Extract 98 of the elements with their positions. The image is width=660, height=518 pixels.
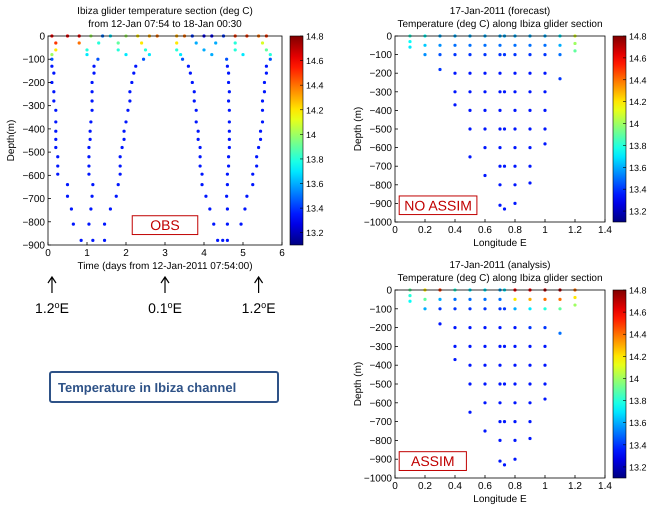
y-tick-label: −1000 (364, 474, 392, 484)
chart-subtitle: Temperature (deg C) along Ibiza glider section (397, 19, 603, 30)
y-tick-label: −900 (369, 454, 392, 466)
y-axis-title: Depth(m) (6, 120, 17, 162)
color-bar-label: 13.2 (629, 206, 647, 217)
y-tick-label: −100 (369, 50, 392, 62)
y-tick-label: 0 (39, 32, 46, 42)
color-bar-label: 14.2 (629, 352, 647, 362)
color-bar-label: 14.2 (306, 105, 324, 116)
color-bar-label: 14.4 (629, 75, 647, 86)
chart-title: Ibiza glider temperature section (deg C) (77, 6, 253, 17)
y-tick-label: −900 (22, 240, 46, 252)
color-bar-label: 13.8 (306, 154, 324, 164)
y-axis-title: Depth (m) (353, 362, 364, 406)
color-bar-label: 13.2 (306, 228, 324, 238)
x-tick-label: 5 (240, 248, 246, 259)
y-tick-label: −300 (369, 87, 392, 98)
x-tick-label: 3 (162, 248, 168, 259)
annotation: NO ASSIM (404, 197, 472, 214)
text: Temperature in Ibiza channel (58, 380, 236, 395)
y-tick-label: −300 (22, 101, 46, 112)
chart-subtitle: Temperature (deg C) along Ibiza glider section (397, 273, 603, 284)
x-tick-label: 1.2 (568, 481, 582, 492)
y-tick-label: −800 (22, 217, 46, 228)
x-tick-label: 0.6 (478, 225, 492, 236)
x-tick-label: 1 (84, 248, 90, 259)
y-tick-label: −500 (369, 380, 392, 390)
y-tick-label: 0 (386, 32, 392, 42)
x-tick-label: 0.2 (418, 225, 432, 236)
x-tick-label: 1 (542, 481, 548, 492)
y-tick-label: −400 (22, 124, 46, 136)
color-bar-label: 13.4 (306, 204, 324, 214)
x-tick-label: 0.4 (448, 225, 462, 236)
color-bar-label: 13.2 (629, 462, 647, 472)
y-axis-title: Depth (m) (353, 106, 364, 152)
color-bar-label: 14.6 (629, 53, 647, 64)
x-tick-label: 4 (201, 248, 208, 259)
x-tick-label: 2 (123, 248, 130, 259)
chart-title: 17-Jan-2011 (forecast) (450, 6, 550, 17)
color-bar-label: 13.6 (629, 418, 647, 428)
y-tick-label: −700 (369, 162, 392, 173)
x-tick-label: 1.2 (568, 225, 582, 236)
annotation: ASSIM (411, 453, 455, 470)
y-tick-label: −200 (369, 68, 392, 80)
y-tick-label: −200 (22, 78, 46, 89)
color-bar-label: 14 (629, 119, 640, 130)
x-axis-title: Time (days from 12-Jan-2011 07:54:00) (77, 261, 253, 272)
color-bar-label: 14.8 (306, 32, 324, 42)
color-bar-label: 13.6 (306, 179, 324, 190)
chart-title: 17-Jan-2011 (analysis) (450, 260, 550, 271)
x-tick-label: 0.2 (418, 481, 432, 492)
text: 0.1$^{o}$E (148, 300, 182, 316)
x-tick-label: 6 (279, 248, 286, 259)
y-tick-label: −800 (369, 180, 392, 192)
color-bar-label: 13.6 (629, 162, 647, 173)
text: 1.2$^{o}$E (242, 300, 276, 316)
y-tick-label: −100 (369, 304, 392, 316)
y-tick-label: −600 (22, 170, 46, 182)
color-bar-label: 14.6 (306, 56, 324, 66)
y-tick-label: −600 (369, 143, 392, 154)
x-axis-title: Longitude E (473, 494, 528, 505)
color-bar-label: 14 (629, 374, 640, 384)
color-bar-label: 13.4 (629, 184, 647, 195)
color-bar-label: 13.8 (629, 396, 647, 406)
x-tick-label: 0.6 (478, 481, 492, 492)
y-tick-label: −700 (22, 194, 46, 206)
color-bar-label: 14.6 (629, 308, 647, 318)
color-bar-label: 14 (306, 130, 316, 140)
y-tick-label: −1000 (364, 218, 392, 228)
x-tick-label: 1 (542, 225, 548, 236)
color-bar-label: 14.8 (629, 286, 647, 296)
y-tick-label: 0 (386, 286, 392, 296)
color-bar-label: 13.4 (629, 440, 647, 450)
color-bar-label: 13.8 (629, 140, 647, 151)
y-tick-label: −800 (369, 436, 392, 447)
x-tick-label: 0.8 (508, 225, 522, 236)
y-tick-label: −500 (22, 148, 46, 159)
y-tick-label: −700 (369, 417, 392, 428)
y-tick-label: −200 (369, 323, 392, 334)
text: 1.2$^{o}$E (35, 300, 69, 316)
annotation: OBS (150, 217, 180, 234)
x-tick-label: 1.4 (598, 225, 612, 236)
x-tick-label: 0.8 (508, 481, 522, 492)
y-tick-label: −600 (369, 398, 392, 410)
y-tick-label: −400 (369, 106, 392, 117)
y-tick-label: −300 (369, 342, 392, 353)
color-bar-label: 14.2 (629, 97, 647, 108)
x-axis-title: Longitude E (473, 238, 528, 249)
color-bar-label: 14.8 (629, 32, 647, 42)
chart-subtitle: from 12-Jan 07:54 to 18-Jan 00:30 (88, 19, 242, 30)
x-tick-label: 1.4 (598, 481, 612, 492)
x-tick-label: 0.4 (448, 481, 462, 492)
y-tick-label: −400 (369, 360, 392, 372)
y-tick-label: −500 (369, 124, 392, 136)
y-tick-label: −100 (22, 54, 46, 66)
color-bar-label: 14.4 (629, 330, 647, 340)
color-bar-label: 14.4 (306, 80, 324, 91)
y-tick-label: −900 (369, 198, 392, 210)
